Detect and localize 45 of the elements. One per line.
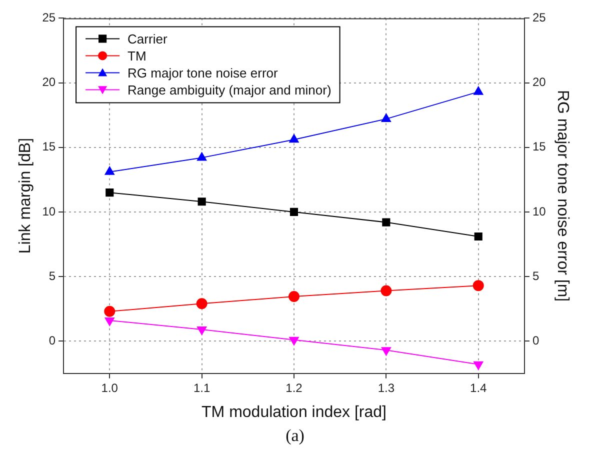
y2-tick-label: 20: [532, 75, 546, 90]
point: [106, 188, 114, 197]
point: [289, 134, 299, 143]
point: [104, 317, 114, 326]
point: [474, 361, 484, 370]
point: [474, 86, 484, 95]
point: [104, 306, 116, 317]
y-axis-title: Link margin [dB]: [17, 138, 34, 254]
y2-tick-label: 10: [532, 204, 546, 218]
legend-label: TM: [128, 48, 146, 64]
x-tick-label: 1.1: [193, 380, 210, 395]
y2-axis-title: RG major tone noise error [m]: [554, 90, 571, 302]
x-tick-label: 1.2: [286, 380, 303, 395]
point: [290, 208, 298, 216]
point: [380, 285, 392, 296]
x-tick-label: 1.4: [470, 380, 488, 395]
x-tick-label: 1.0: [101, 380, 118, 395]
y2-tick-label: 5: [532, 268, 540, 283]
y2-tick-label: 25: [532, 10, 546, 25]
legend-label: Carrier: [128, 31, 168, 46]
point: [104, 166, 114, 175]
point: [472, 280, 484, 292]
y-tick-label: 15: [42, 140, 56, 154]
point: [198, 198, 206, 206]
point: [196, 152, 207, 161]
point: [381, 113, 392, 122]
y2-tick-label: 0: [532, 333, 540, 348]
point: [381, 347, 392, 356]
point: [474, 232, 482, 241]
legend-label: Range ambiguity (major and minor): [128, 82, 332, 98]
y-tick-label: 20: [42, 75, 56, 90]
y-tick-label: 25: [42, 10, 56, 25]
point: [382, 218, 390, 226]
text: (a): [284, 426, 306, 446]
y-tick-label: 10: [42, 204, 56, 218]
y-tick-label: 0: [48, 333, 56, 348]
y2-tick-label: 15: [532, 140, 546, 154]
point: [196, 326, 207, 335]
point: [289, 336, 299, 346]
point: [288, 291, 300, 302]
x-axis-title: TM modulation index [rad]: [202, 404, 386, 421]
legend-label: RG major tone noise error: [128, 65, 278, 80]
y-tick-label: 5: [48, 268, 56, 283]
point: [196, 298, 208, 310]
x-tick-label: 1.3: [378, 380, 395, 395]
